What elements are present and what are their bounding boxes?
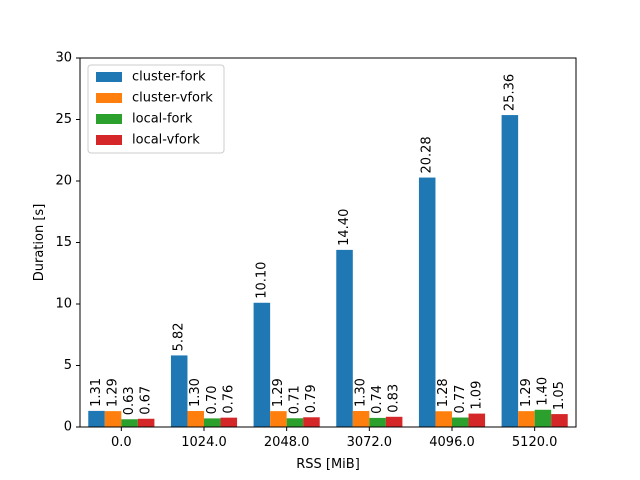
bar-local-fork-2 [286,418,304,427]
bar-cluster-vfork-5 [518,411,535,427]
bar-local-fork-5 [534,409,552,427]
bar-local-fork-4 [452,417,469,427]
data-label-cluster-fork-4: 20.28 [420,136,435,173]
data-label-local-fork-4: 0.77 [453,385,468,414]
bar-cluster-vfork-1 [187,411,204,427]
legend-label-local-vfork: local-vfork [132,133,200,148]
x-tick-label: 0.0 [111,435,132,450]
x-tick-label: 1024.0 [181,435,227,450]
bar-cluster-fork-0 [88,410,105,427]
data-label-cluster-fork-5: 25.36 [502,74,517,111]
data-label-local-fork-1: 0.70 [205,385,220,414]
y-tick-label: 20 [55,174,72,189]
bar-cluster-vfork-3 [352,411,370,427]
bar-local-vfork-2 [303,417,320,427]
x-tick-label: 3072.0 [347,435,393,450]
y-tick-label: 15 [55,235,72,250]
data-labels-layer: 1.31 5.82 10.10 14.40 20.28 25.36 1.29 1.30 1.29… [89,74,567,415]
bar-cluster-vfork-2 [270,411,287,427]
y-tick-label: 5 [64,358,72,373]
legend-label-cluster-vfork: cluster-vfork [132,91,213,106]
bar-local-vfork-1 [220,417,238,427]
data-label-cluster-vfork-2: 1.29 [271,378,286,407]
data-label-local-fork-2: 0.71 [287,385,302,414]
x-tick-label: 5120.0 [512,435,558,450]
y-axis: 0 5 10 15 20 25 30 [55,51,80,435]
data-label-cluster-vfork-1: 1.30 [188,378,203,407]
bar-local-fork-1 [204,418,221,427]
data-label-cluster-fork-2: 10.10 [254,262,269,299]
bar-local-vfork-3 [385,416,403,427]
bar-local-vfork-4 [468,413,486,427]
data-label-local-fork-5: 1.40 [535,377,550,406]
legend-swatch-local-vfork [96,135,122,145]
data-label-cluster-fork-1: 5.82 [172,322,187,351]
data-label-local-fork-3: 0.74 [370,385,385,414]
y-tick-label: 25 [55,112,72,127]
data-label-cluster-vfork-5: 1.29 [519,378,534,407]
data-label-cluster-fork-0: 1.31 [89,378,104,407]
bar-cluster-vfork-4 [435,411,452,427]
legend: cluster-fork cluster-vfork local-fork local… [87,64,225,154]
data-label-cluster-vfork-4: 1.28 [436,378,451,407]
x-tick-label: 4096.0 [429,435,475,450]
bar-local-fork-3 [369,417,386,427]
x-axis: 0.0 1024.0 2048.0 3072.0 4096.0 5120.0 [111,427,557,450]
legend-label-local-fork: local-fork [132,112,193,127]
bar-cluster-vfork-0 [104,411,122,427]
x-axis-label: RSS [MiB] [296,457,360,472]
data-label-local-vfork-5: 1.05 [552,381,567,410]
bar-cluster-fork-1 [170,355,188,427]
data-label-cluster-fork-3: 14.40 [337,209,352,246]
bar-local-vfork-5 [551,414,568,427]
y-tick-label: 10 [55,297,72,312]
data-label-cluster-vfork-0: 1.29 [106,378,121,407]
bar-cluster-fork-4 [418,177,436,427]
data-label-local-vfork-4: 1.09 [469,381,484,410]
data-label-cluster-vfork-3: 1.30 [354,378,369,407]
data-label-local-vfork-3: 0.83 [387,384,402,413]
legend-label-cluster-fork: cluster-fork [132,70,206,85]
data-label-local-fork-0: 0.63 [122,386,137,415]
bar-cluster-fork-3 [336,249,353,427]
data-label-local-vfork-2: 0.79 [304,384,319,413]
legend-swatch-cluster-fork [96,72,122,82]
data-label-local-vfork-0: 0.67 [139,386,154,415]
legend-frame [87,64,225,154]
bars-layer [88,115,568,428]
legend-swatch-cluster-vfork [96,93,122,103]
bar-local-fork-0 [121,419,138,427]
y-tick-label: 30 [55,51,72,66]
bar-cluster-fork-5 [501,115,519,428]
y-tick-label: 0 [64,420,72,435]
data-label-local-vfork-1: 0.76 [221,385,236,414]
x-tick-label: 2048.0 [264,435,310,450]
bar-local-vfork-0 [137,418,155,427]
y-axis-label: Duration [s] [32,204,47,282]
legend-swatch-local-fork [96,114,122,124]
bar-cluster-fork-2 [253,302,271,427]
